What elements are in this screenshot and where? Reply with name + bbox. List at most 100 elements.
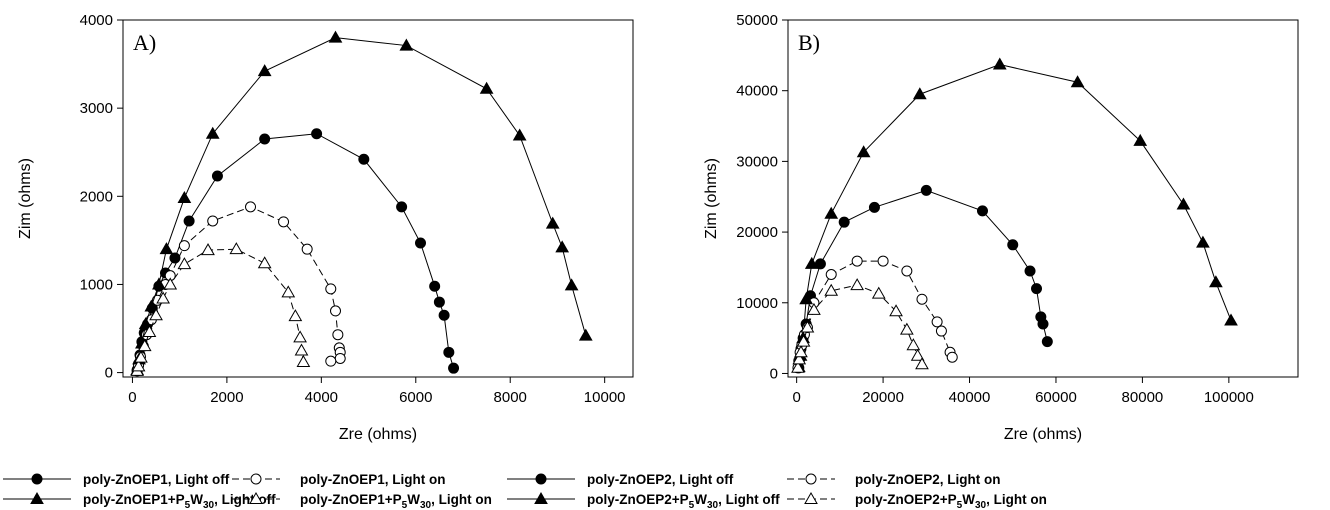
legend: poly-ZnOEP1, Light off poly-ZnOEP1+P5W30,… bbox=[3, 472, 1047, 510]
data-point bbox=[429, 280, 441, 292]
x-axis-title: Zre (ohms) bbox=[1004, 426, 1082, 443]
y-tick-label: 0 bbox=[770, 365, 778, 382]
data-point bbox=[479, 81, 494, 94]
data-point bbox=[1133, 133, 1148, 146]
data-point bbox=[578, 328, 593, 341]
plot-frame bbox=[122, 19, 634, 378]
data-point bbox=[399, 38, 414, 51]
data-point bbox=[791, 360, 805, 373]
data-point bbox=[555, 240, 570, 253]
y-tick-label: 3000 bbox=[80, 100, 113, 117]
data-point bbox=[856, 145, 871, 158]
data-point bbox=[804, 256, 819, 269]
legend-label: poly-ZnOEP2+P5W30, Light off bbox=[587, 492, 780, 510]
data-point bbox=[156, 291, 171, 304]
data-point bbox=[796, 334, 811, 347]
data-point bbox=[229, 242, 244, 255]
chart-panel-1: 0 20000 40000 60000 80000 100000 0 10000 20000 30… bbox=[703, 12, 1299, 443]
data-point bbox=[144, 299, 159, 312]
x-tick-label: 80000 bbox=[1122, 389, 1164, 406]
series-1 bbox=[131, 201, 346, 377]
data-point bbox=[1070, 75, 1085, 88]
data-point bbox=[330, 305, 341, 317]
x-tick-label: 0 bbox=[128, 389, 136, 406]
data-point bbox=[325, 355, 337, 367]
data-point bbox=[901, 265, 913, 277]
y-tick-label: 40000 bbox=[736, 83, 778, 100]
x-tick-label: 10000 bbox=[584, 389, 626, 406]
data-point bbox=[545, 216, 560, 229]
series-line bbox=[797, 284, 923, 368]
legend-entry: poly-ZnOEP1+P5W30, Light off bbox=[3, 491, 276, 510]
data-point bbox=[824, 283, 839, 296]
y-tick-label: 50000 bbox=[736, 12, 778, 29]
data-point bbox=[946, 351, 958, 363]
x-tick-label: 8000 bbox=[494, 389, 527, 406]
data-point bbox=[792, 352, 807, 365]
data-point bbox=[278, 216, 290, 228]
data-point bbox=[301, 243, 313, 255]
data-point bbox=[207, 215, 219, 227]
data-point bbox=[564, 278, 579, 291]
x-tick-label: 4000 bbox=[305, 389, 338, 406]
data-point bbox=[159, 242, 174, 255]
data-point bbox=[325, 283, 337, 295]
data-point bbox=[257, 64, 272, 77]
series-line bbox=[136, 133, 455, 371]
data-point bbox=[1176, 197, 1191, 210]
data-point bbox=[825, 268, 837, 280]
data-point bbox=[334, 352, 346, 364]
data-point bbox=[169, 252, 181, 264]
data-point bbox=[920, 184, 932, 196]
legend-entry: poly-ZnOEP2, Light off bbox=[507, 472, 734, 487]
data-point bbox=[807, 302, 821, 315]
x-tick-label: 6000 bbox=[399, 389, 432, 406]
data-point bbox=[871, 286, 886, 299]
data-point bbox=[205, 126, 220, 139]
data-point bbox=[851, 255, 863, 267]
y-tick-label: 0 bbox=[105, 365, 113, 382]
x-tick-label: 0 bbox=[792, 389, 800, 406]
legend-entry: poly-ZnOEP2, Light on bbox=[787, 472, 1001, 487]
data-point bbox=[1007, 239, 1019, 251]
legend-entry: poly-ZnOEP1, Light off bbox=[3, 472, 230, 487]
data-point bbox=[296, 355, 311, 368]
data-point bbox=[149, 308, 163, 321]
legend-entry: poly-ZnOEP1+P5W30, Light on bbox=[232, 491, 492, 510]
data-point bbox=[512, 128, 527, 141]
legend-label: poly-ZnOEP2, Light off bbox=[587, 472, 734, 487]
x-tick-label: 40000 bbox=[949, 389, 991, 406]
x-tick-label: 2000 bbox=[210, 389, 243, 406]
legend-marker bbox=[30, 491, 44, 504]
data-point bbox=[906, 338, 921, 351]
y-tick-label: 10000 bbox=[736, 295, 778, 312]
legend-marker bbox=[31, 473, 43, 485]
data-point bbox=[868, 201, 880, 213]
legend-entry: poly-ZnOEP2+P5W30, Light off bbox=[507, 491, 780, 510]
data-point bbox=[976, 205, 988, 217]
legend-marker bbox=[249, 491, 263, 504]
data-point bbox=[1024, 265, 1036, 277]
y-tick-label: 4000 bbox=[80, 12, 113, 29]
data-point bbox=[178, 240, 190, 252]
legend-entry: poly-ZnOEP1, Light on bbox=[232, 472, 446, 487]
x-axis-title: Zre (ohms) bbox=[339, 426, 417, 443]
legend-label: poly-ZnOEP1, Light on bbox=[300, 472, 446, 487]
data-point bbox=[328, 30, 343, 43]
data-point bbox=[358, 153, 370, 165]
legend-marker bbox=[535, 473, 547, 485]
data-point bbox=[992, 57, 1007, 70]
data-point bbox=[799, 292, 814, 305]
data-point bbox=[1224, 313, 1238, 326]
data-point bbox=[294, 343, 309, 356]
data-point bbox=[824, 206, 839, 219]
chart-panel-0: 0 2000 4000 6000 8000 10000 0 1000 2000 3000 4000 Z… bbox=[17, 12, 634, 443]
panel-label: A) bbox=[133, 30, 156, 55]
data-point bbox=[850, 278, 865, 291]
data-point bbox=[134, 350, 148, 363]
y-tick-label: 2000 bbox=[80, 188, 113, 205]
data-point bbox=[415, 237, 426, 249]
data-point bbox=[281, 285, 296, 298]
legend-label: poly-ZnOEP1+P5W30, Light off bbox=[83, 492, 276, 510]
x-tick-label: 60000 bbox=[1035, 389, 1077, 406]
